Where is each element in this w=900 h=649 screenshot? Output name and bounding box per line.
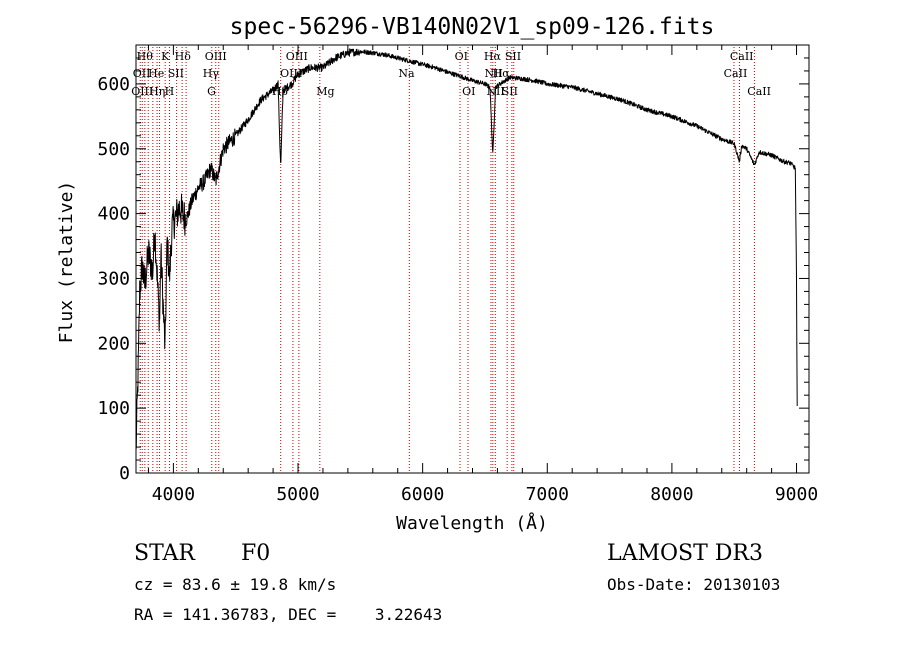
object-class: STAR — [134, 541, 196, 566]
coordinates: RA = 141.36783, DEC = 3.22643 — [134, 605, 442, 624]
x-axis-label: Wavelength (Å) — [396, 512, 548, 534]
y-axis: 0 100 200 300 400 500 600 — [97, 57, 809, 484]
line-label: OIII — [131, 85, 153, 98]
x-tick-label: 9000 — [775, 484, 818, 505]
emission-line-markers — [139, 47, 755, 473]
line-label: SII — [505, 50, 521, 63]
redshift-readout: cz = 83.6 ± 19.8 km/s — [134, 575, 336, 594]
line-label: Mg — [316, 85, 334, 98]
y-tick-label: 100 — [97, 398, 130, 419]
line-label: OII — [133, 67, 151, 80]
y-tick-label: 200 — [97, 333, 130, 354]
line-label: K — [161, 50, 170, 63]
spectrum-line — [135, 48, 798, 449]
y-tick-label: 400 — [97, 204, 130, 225]
line-label: H — [165, 85, 175, 98]
line-label: OI — [455, 50, 468, 63]
x-tick-label: 4000 — [152, 484, 195, 505]
obs-date: Obs-Date: 20130103 — [607, 575, 780, 594]
x-axis: 4000 5000 6000 7000 8000 9000 — [147, 45, 818, 505]
y-tick-label: 0 — [119, 463, 130, 484]
y-axis-label: Flux (relative) — [56, 181, 77, 344]
x-tick-label: 7000 — [526, 484, 569, 505]
line-label: Hα — [493, 67, 511, 80]
line-label: SII — [168, 67, 184, 80]
object-subclass: F0 — [241, 541, 270, 566]
line-label: CaII — [730, 50, 754, 63]
line-label: Hγ — [203, 67, 220, 80]
line-label: Hα — [484, 50, 502, 63]
line-label: Na — [398, 67, 415, 80]
line-label: CaII — [747, 85, 771, 98]
survey-name: LAMOST DR3 — [607, 541, 763, 566]
line-label: He — [148, 67, 164, 80]
line-label: Hη — [149, 85, 165, 98]
x-tick-label: 8000 — [650, 484, 693, 505]
y-tick-label: 500 — [97, 139, 130, 160]
x-tick-label: 5000 — [276, 484, 319, 505]
x-tick-label: 6000 — [401, 484, 444, 505]
spectrum-series — [135, 48, 798, 449]
line-label: OIII — [205, 50, 227, 63]
line-label: SII — [502, 85, 518, 98]
line-label: NII — [485, 67, 503, 80]
line-label: OIII — [286, 50, 308, 63]
line-label: G — [207, 85, 216, 98]
plot-frame — [135, 44, 810, 474]
line-label: CaII — [724, 67, 748, 80]
line-label: Hδ — [175, 50, 192, 63]
chart-title: spec-56296-VB140N02V1_sp09-126.fits — [230, 14, 715, 40]
y-tick-label: 600 — [97, 74, 130, 95]
line-label: OI — [462, 85, 475, 98]
line-label: Hθ — [137, 50, 154, 63]
y-tick-label: 300 — [97, 268, 130, 289]
